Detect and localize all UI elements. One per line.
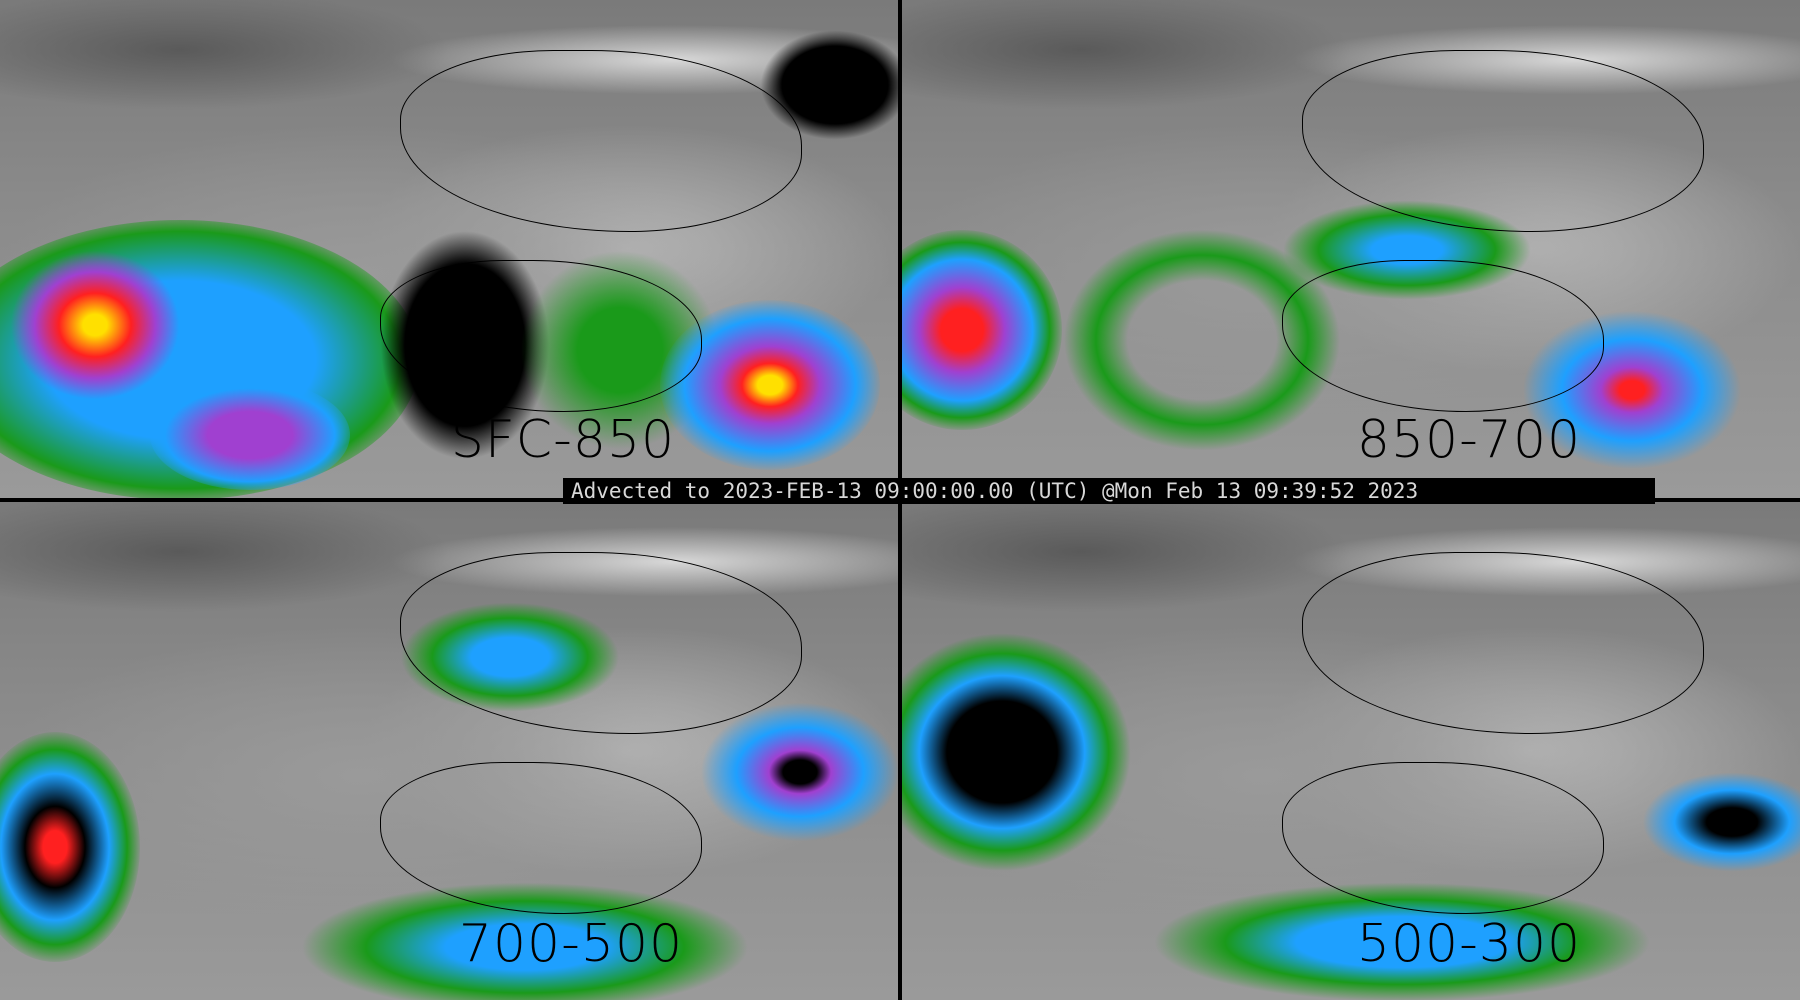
coastline — [1302, 552, 1704, 734]
moisture-field — [700, 702, 898, 842]
moisture-field — [1642, 772, 1800, 872]
layer-label: 850-700 — [1356, 410, 1582, 470]
moisture-field — [10, 250, 180, 400]
moisture-field — [902, 230, 1062, 430]
panel-850-700: 850-700 — [902, 0, 1800, 498]
coastline — [400, 552, 802, 734]
panel-sfc-850: SFC-850 — [0, 0, 898, 498]
timestamp-banner: Advected to 2023-FEB-13 09:00:00.00 (UTC… — [563, 478, 1655, 504]
layer-label: 500-300 — [1356, 914, 1582, 974]
panel-700-500: 700-500 — [0, 502, 898, 1000]
moisture-field — [0, 732, 140, 962]
panel-500-300: 500-300 — [902, 502, 1800, 1000]
layer-label: 700-500 — [458, 914, 684, 974]
layer-label: SFC-850 — [450, 410, 676, 470]
moisture-field — [150, 380, 350, 490]
coastline — [400, 50, 802, 232]
moisture-field — [902, 632, 1132, 872]
